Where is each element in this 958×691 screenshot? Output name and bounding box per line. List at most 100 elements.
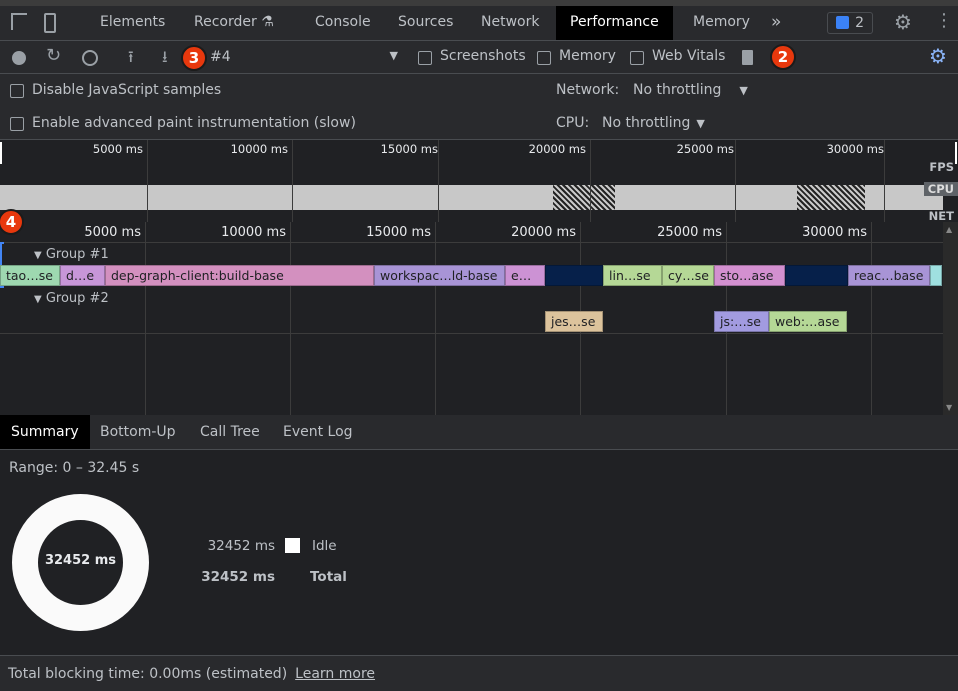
cpu-chart xyxy=(0,185,943,210)
devtools-tab-bar: Elements Recorder ⚗ Console Sources Netw… xyxy=(0,0,958,41)
cpu-label: CPU: xyxy=(556,115,590,131)
memory-checkbox[interactable] xyxy=(537,51,551,65)
tab-sources[interactable]: Sources xyxy=(398,14,454,30)
dropdown-arrow-icon: ▼ xyxy=(739,84,748,97)
gridline xyxy=(290,222,291,415)
group-label: Group #2 xyxy=(45,291,109,306)
tab-elements[interactable]: Elements xyxy=(100,14,166,30)
more-tabs-button[interactable]: » xyxy=(771,12,782,32)
overview-tick: 15000 ms xyxy=(380,142,438,156)
annotation-marker: 4 xyxy=(0,209,24,235)
flame-event-bar[interactable]: tao…se xyxy=(0,265,60,286)
timeline-overview[interactable]: 5000 ms 10000 ms 15000 ms 20000 ms 25000… xyxy=(0,140,958,223)
cpu-track-label: CPU xyxy=(923,182,958,196)
details-tab-bar: Summary Bottom-Up Call Tree Event Log xyxy=(0,415,958,450)
tab-network[interactable]: Network xyxy=(481,14,540,30)
cpu-idle-hatch xyxy=(553,185,615,210)
dropdown-arrow-icon: ▼ xyxy=(696,117,705,130)
total-blocking-time: Total blocking time: 0.00ms (estimated) xyxy=(8,665,288,682)
flame-event-bar[interactable]: e… xyxy=(505,265,545,286)
load-profile-icon[interactable]: ⭱ xyxy=(128,47,134,66)
disable-js-samples-checkbox[interactable] xyxy=(10,84,24,98)
flame-tick: 30000 ms xyxy=(802,225,867,240)
screenshots-checkbox[interactable] xyxy=(418,51,432,65)
net-track-label: NET xyxy=(928,209,954,223)
flame-event-bar[interactable]: d…e xyxy=(60,265,105,286)
record-icon[interactable] xyxy=(12,51,26,65)
save-profile-icon[interactable]: ⭳ xyxy=(162,47,168,66)
dropdown-arrow-icon: ▼ xyxy=(389,49,398,62)
flame-tick: 5000 ms xyxy=(84,225,141,240)
flame-event-bar[interactable] xyxy=(930,265,942,286)
summary-idle-value: 32452 ms xyxy=(207,538,275,554)
network-throttling-select[interactable]: No throttling ▼ xyxy=(633,82,748,98)
tab-memory[interactable]: Memory xyxy=(693,14,750,30)
summary-total-label: Total xyxy=(310,569,347,585)
reload-record-icon[interactable]: ↻ xyxy=(46,45,62,66)
more-options-icon[interactable]: ⋮ xyxy=(935,10,953,31)
flame-event-bar[interactable] xyxy=(545,265,603,286)
tab-recorder[interactable]: Recorder ⚗ xyxy=(180,6,288,40)
learn-more-link[interactable]: Learn more xyxy=(295,665,376,682)
inspect-element-icon[interactable] xyxy=(11,13,27,30)
capture-settings-pane: Disable JavaScript samples Enable advanc… xyxy=(0,74,958,140)
clear-icon[interactable] xyxy=(82,50,98,66)
tab-performance[interactable]: Performance xyxy=(556,6,673,40)
group-1-header[interactable]: ▼ Group #1 xyxy=(34,247,109,262)
tab-event-log[interactable]: Event Log xyxy=(283,424,353,440)
flame-event-bar[interactable] xyxy=(785,265,848,286)
issues-button[interactable]: 2 xyxy=(827,12,873,34)
overview-window-handle-left[interactable] xyxy=(0,142,2,164)
gridline xyxy=(145,222,146,415)
trash-icon[interactable] xyxy=(742,50,753,65)
collapse-triangle-icon: ▼ xyxy=(34,250,42,261)
settings-gear-icon[interactable]: ⚙ xyxy=(894,10,912,34)
tab-summary[interactable]: Summary xyxy=(0,415,90,449)
flame-event-bar[interactable]: sto…ase xyxy=(714,265,785,286)
issues-icon xyxy=(836,16,849,29)
idle-color-swatch xyxy=(285,538,300,553)
annotation-marker: 3 xyxy=(181,45,207,71)
flask-icon: ⚗ xyxy=(261,14,274,30)
gridline xyxy=(435,222,436,415)
cpu-throttling-select[interactable]: No throttling ▼ xyxy=(602,115,705,131)
group-2-header[interactable]: ▼ Group #2 xyxy=(34,291,109,306)
gridline xyxy=(871,222,872,415)
tab-bottom-up[interactable]: Bottom-Up xyxy=(100,424,176,440)
advanced-paint-label: Enable advanced paint instrumentation (s… xyxy=(32,115,356,131)
overview-tick: 25000 ms xyxy=(676,142,734,156)
fps-track-label: FPS xyxy=(929,160,954,174)
overview-tick: 5000 ms xyxy=(92,142,143,156)
device-toolbar-icon[interactable] xyxy=(44,13,56,33)
network-label: Network: xyxy=(556,82,620,98)
summary-range: Range: 0 – 32.45 s xyxy=(9,460,140,476)
capture-settings-gear-icon[interactable]: ⚙ xyxy=(929,44,947,68)
flame-event-bar[interactable]: reac…base xyxy=(848,265,930,286)
overview-window-handle-right[interactable] xyxy=(955,142,957,164)
group-label: Group #1 xyxy=(45,247,109,262)
flame-scrollbar[interactable]: ▲ ▼ xyxy=(943,222,958,415)
cpu-idle-hatch xyxy=(797,185,865,210)
collapse-triangle-icon: ▼ xyxy=(34,294,42,305)
summary-idle-label: Idle xyxy=(312,538,337,554)
flame-chart[interactable]: 5000 ms 10000 ms 15000 ms 20000 ms 25000 ms 3… xyxy=(0,222,943,415)
flame-event-bar[interactable]: workspac…ld-base xyxy=(374,265,505,286)
flame-event-bar[interactable]: js:…se xyxy=(714,311,769,332)
flame-event-bar[interactable]: dep-graph-client:build-base xyxy=(105,265,374,286)
flame-event-bar[interactable]: lin…se xyxy=(603,265,662,286)
recording-select[interactable]: #4 ▼ xyxy=(210,49,398,65)
footer: Total blocking time: 0.00ms (estimated) … xyxy=(0,655,958,691)
flame-tick: 10000 ms xyxy=(221,225,286,240)
flame-event-bar[interactable]: jes…se xyxy=(545,311,603,332)
overview-tick: 20000 ms xyxy=(528,142,586,156)
advanced-paint-checkbox[interactable] xyxy=(10,117,24,131)
tab-call-tree[interactable]: Call Tree xyxy=(200,424,260,440)
web-vitals-checkbox[interactable] xyxy=(630,51,644,65)
flame-event-bar[interactable]: web:…ase xyxy=(769,311,847,332)
tab-console[interactable]: Console xyxy=(315,14,371,30)
issues-count: 2 xyxy=(855,15,864,31)
flame-event-bar[interactable]: cy…se xyxy=(662,265,714,286)
screenshots-label: Screenshots xyxy=(440,48,526,64)
tab-recorder-label: Recorder xyxy=(194,14,257,30)
memory-label: Memory xyxy=(559,48,616,64)
